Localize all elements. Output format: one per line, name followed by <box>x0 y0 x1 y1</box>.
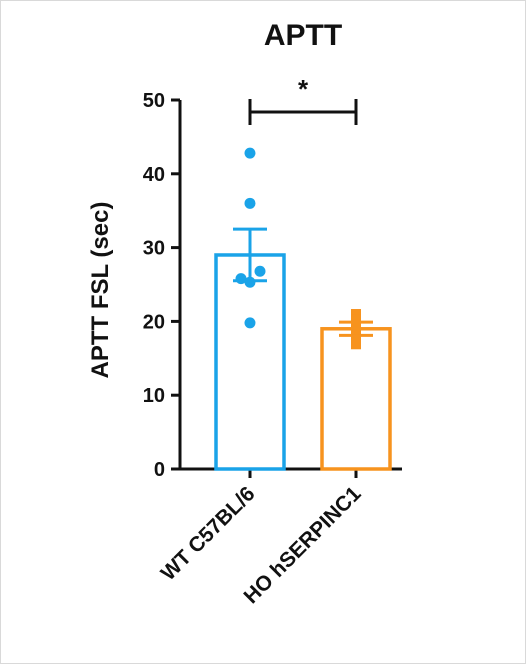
category-labels: WT C57BL/6HO hSERPINC1 <box>157 482 366 608</box>
data-point-1-1 <box>244 147 256 159</box>
data-point-1-6 <box>244 317 256 329</box>
y-tick-label: 10 <box>143 385 165 407</box>
y-tick-label: 30 <box>143 238 165 260</box>
chart-marks <box>214 147 392 471</box>
y-tick-label: 40 <box>143 164 165 186</box>
data-point-1-5 <box>244 276 256 288</box>
data-point-1-2 <box>244 197 256 209</box>
data-point-2-6 <box>351 339 361 350</box>
data-point-2-5 <box>351 334 361 345</box>
data-point-2-4 <box>351 324 361 335</box>
y-tick-label: 0 <box>154 459 165 481</box>
chart-title: APTT <box>264 19 342 52</box>
data-point-1-3 <box>254 265 266 277</box>
significance-label: * <box>298 74 309 104</box>
data-point-2-2 <box>351 314 361 325</box>
significance-annotation: * <box>248 74 358 125</box>
y-tick-label: 50 <box>143 90 165 112</box>
x-tick-label: HO hSERPINC1 <box>240 482 366 608</box>
y-tick-label: 20 <box>143 311 165 333</box>
bar-2 <box>320 327 392 471</box>
data-point-2-1 <box>351 309 361 320</box>
y-axis-label: APTT FSL (sec) <box>87 202 114 379</box>
axes: 0 10 20 30 40 50 <box>143 90 402 481</box>
data-point-1-4 <box>235 273 247 285</box>
x-tick-label: WT C57BL/6 <box>157 482 260 585</box>
